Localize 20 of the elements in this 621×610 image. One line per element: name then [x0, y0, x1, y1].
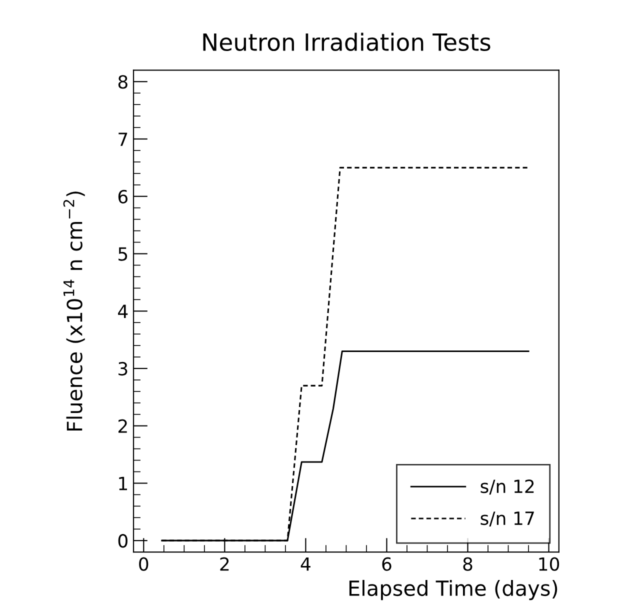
legend-label: s/n 12	[480, 480, 534, 495]
x-tick-label: 4	[300, 557, 310, 571]
x-tick-label: 0	[139, 557, 148, 571]
x-tick-label: 10	[539, 557, 560, 571]
y-tick-label: 3	[118, 362, 128, 376]
y-tick-label: 5	[118, 247, 128, 261]
x-tick-label: 2	[220, 557, 229, 571]
legend-label: s/n 17	[480, 512, 534, 526]
y-tick-label: 6	[118, 190, 128, 204]
y-tick-label: 2	[118, 419, 127, 433]
y-tick-label: 0	[118, 534, 128, 548]
y-tick-label: 1	[119, 476, 127, 490]
x-tick-label: 6	[382, 557, 392, 571]
x-axis-title: Elapsed Time (days)	[349, 580, 558, 600]
y-tick-label: 7	[118, 132, 128, 146]
chart-title: Neutron Irradiation Tests	[203, 32, 490, 52]
y-axis-title: Fluence (x10$^{14}$ n cm$^{−2}$)	[63, 192, 85, 431]
x-tick-label: 8	[463, 557, 472, 571]
y-tick-label: 8	[118, 75, 128, 89]
y-tick-label: 4	[118, 304, 128, 318]
